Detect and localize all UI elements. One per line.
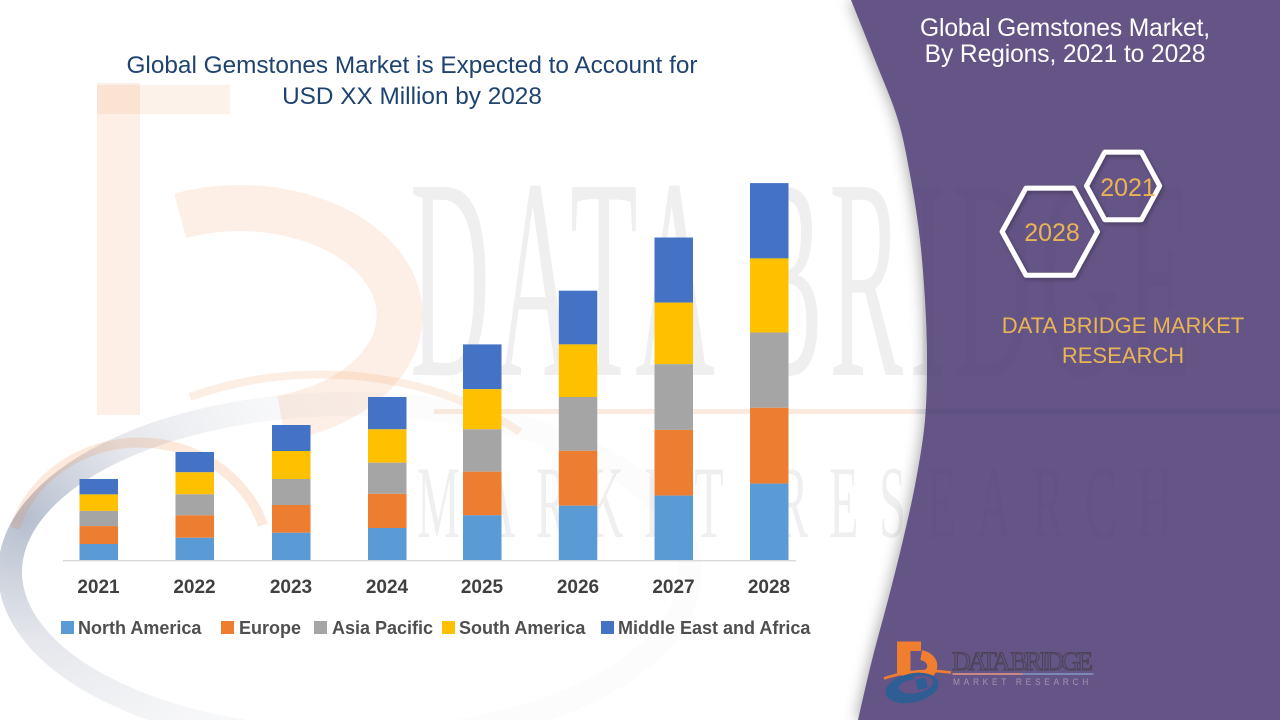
svg-text:MARKET RESEARCH: MARKET RESEARCH — [953, 677, 1092, 688]
svg-text:DATA BRIDGE: DATA BRIDGE — [952, 647, 1093, 676]
